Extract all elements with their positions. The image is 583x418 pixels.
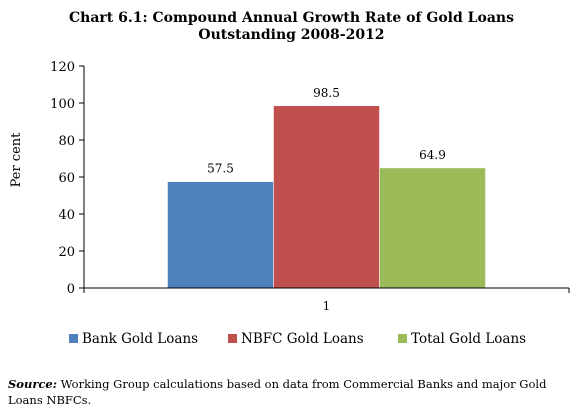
y-tick-label: 60: [58, 171, 75, 186]
y-tick-label: 120: [50, 60, 75, 75]
y-tick-label: 20: [58, 245, 75, 260]
bar-data-label: 98.5: [313, 86, 340, 100]
bar-data-label: 57.5: [207, 162, 234, 176]
chart-title-line-2: Outstanding 2008-2012: [198, 27, 385, 43]
legend: Bank Gold Loans NBFC Gold Loans Total Gold…: [69, 331, 526, 347]
x-category-label: 1: [323, 299, 331, 313]
chart-title: Chart 6.1: Compound Annual Growth Rate o…: [0, 10, 583, 44]
y-tick-label: 0: [67, 282, 75, 297]
bar: [167, 181, 274, 289]
source-note: Source: Working Group calculations based…: [8, 376, 578, 408]
source-label: Source:: [8, 377, 57, 391]
bars: 57.5 98.5 64.9: [167, 86, 486, 289]
y-axis-ticks: 0 20 40 60 80 100 120: [50, 60, 570, 297]
legend-label: NBFC Gold Loans: [241, 331, 364, 347]
y-tick-label: 40: [58, 208, 75, 223]
legend-swatch: [398, 334, 407, 343]
bar-data-label: 64.9: [419, 148, 446, 162]
legend-label: Total Gold Loans: [411, 331, 526, 347]
bar: [273, 105, 380, 289]
chart-title-line-1: Chart 6.1: Compound Annual Growth Rate o…: [69, 10, 514, 26]
y-tick-label: 80: [58, 134, 75, 149]
legend-swatch: [228, 334, 237, 343]
legend-label: Bank Gold Loans: [82, 331, 198, 347]
source-text: Working Group calculations based on data…: [8, 377, 547, 407]
bar: [379, 167, 486, 289]
y-tick-label: 100: [50, 97, 75, 112]
legend-swatch: [69, 334, 78, 343]
y-axis-label: Per cent: [9, 132, 24, 188]
